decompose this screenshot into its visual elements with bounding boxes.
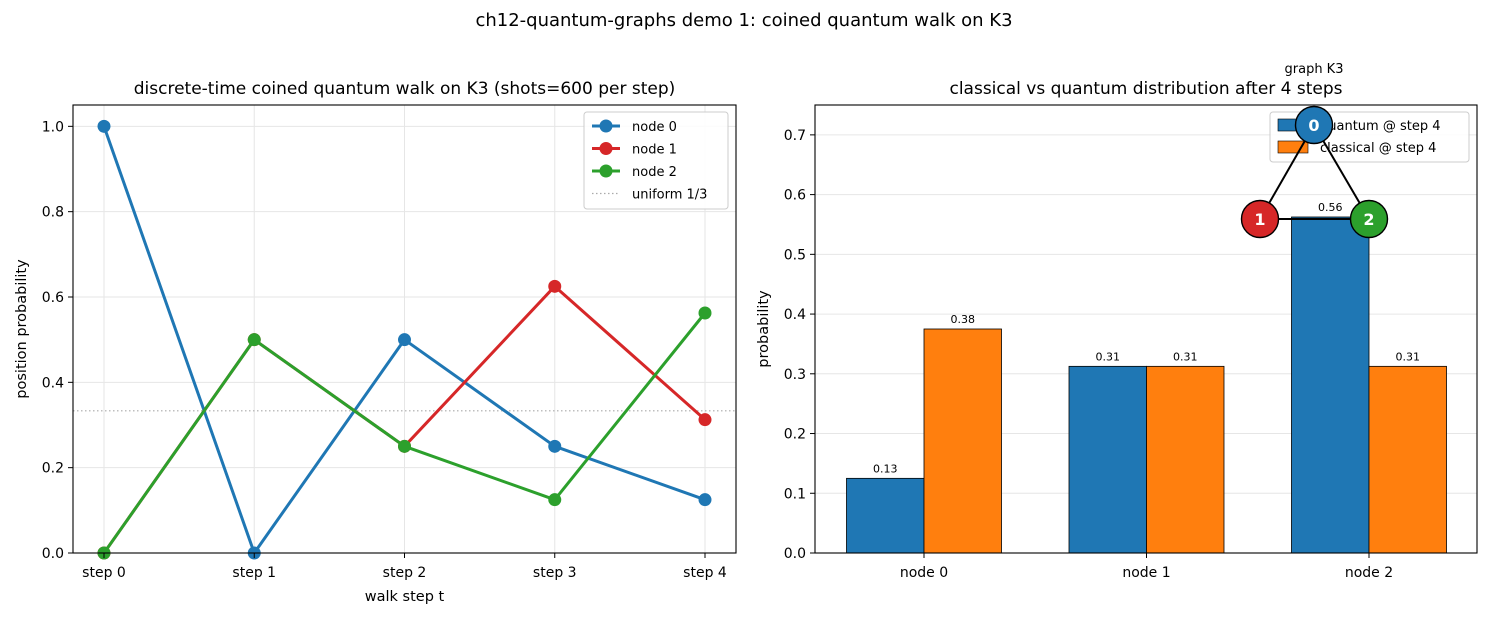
y-tick-label: 0.3 [784,367,806,383]
x-tick-label: step 2 [383,565,427,581]
legend-swatch-marker [599,164,613,178]
graph-inset-title: graph K3 [1285,62,1344,77]
y-tick-label: 1.0 [42,119,64,135]
bar-chart-x-ticks: node 0 node 1 node 2 [900,553,1393,581]
x-tick-label: node 0 [900,565,948,581]
line-chart-y-ticks: 0.0 0.2 0.4 0.6 0.8 1.0 [42,119,73,562]
legend-swatch-marker [599,142,613,155]
bar-data-label: 0.31 [1173,350,1198,363]
bar-quantum [846,477,925,554]
graph-node-label: 2 [1363,210,1374,229]
k3-graph-inset: graph K3 0 1 2 [1240,62,1389,239]
legend-label: uniform 1/3 [632,188,707,203]
bar-data-label: 0.13 [873,462,898,475]
graph-nodes: 0 1 2 [1240,105,1389,239]
bar-chart-y-label: probability [756,290,772,368]
graph-node-label: 0 [1308,116,1319,135]
y-tick-label: 0.4 [42,375,64,391]
y-tick-label: 0.1 [784,486,806,502]
series-point [698,493,712,507]
legend-label: quantum @ step 4 [1320,119,1441,134]
line-chart-panel: discrete-time coined quantum walk on K3 … [14,79,737,605]
x-tick-label: step 1 [232,565,276,581]
legend-swatch-marker [599,119,613,133]
series-point [398,439,411,453]
y-tick-label: 0.7 [784,128,806,144]
series-point [698,413,712,427]
bar-quantum [1068,365,1147,554]
series-point [247,333,261,347]
line-chart-x-ticks: step 0 step 1 step 2 step 3 step 4 [82,553,727,581]
bar-chart-data-labels: 0.13 0.31 0.56 0.38 0.31 0.31 [873,201,1420,475]
line-chart-series [97,119,712,560]
bar-classical [923,328,1002,554]
bar-data-label: 0.38 [951,313,976,326]
bar-chart-y-ticks: 0.0 0.1 0.2 0.3 0.4 0.5 0.6 0.7 [784,128,815,562]
y-tick-label: 0.0 [42,546,64,562]
line-chart-x-label: walk step t [365,589,445,605]
bar-quantum [1291,216,1370,554]
y-tick-label: 0.6 [784,188,806,204]
bar-chart-title: classical vs quantum distribution after … [949,79,1342,99]
y-tick-label: 0.6 [42,290,64,306]
y-tick-label: 0.4 [784,307,806,323]
series-point [548,493,562,507]
line-chart-legend: node 0 node 1 node 2 uniform 1/3 [583,111,729,210]
x-tick-label: node 1 [1122,565,1170,581]
graph-node-label: 1 [1254,210,1265,229]
graph-node-0 [1294,105,1334,145]
x-tick-label: step 3 [533,565,577,581]
bar-data-label: 0.56 [1318,201,1343,214]
bar-data-label: 0.31 [1396,350,1421,363]
series-node-2 [97,306,712,560]
legend-label: node 0 [632,120,677,135]
line-chart-title: discrete-time coined quantum walk on K3 … [134,79,676,99]
graph-node-1 [1240,199,1280,239]
y-tick-label: 0.2 [42,461,64,477]
bar-chart-panel: classical vs quantum distribution after … [756,79,1478,581]
y-tick-label: 0.5 [784,247,806,263]
y-tick-label: 0.2 [784,427,806,443]
line-chart-y-label: position probability [14,259,30,399]
x-tick-label: step 0 [82,565,126,581]
legend-box [583,111,729,210]
bar-chart-bars [846,216,1447,554]
legend-label: classical @ step 4 [1320,141,1436,156]
figure-suptitle: ch12-quantum-graphs demo 1: coined quant… [475,10,1012,31]
series-point [548,279,562,293]
legend-label: node 2 [632,165,677,180]
bar-classical [1368,365,1447,554]
series-point [398,333,411,347]
bar-data-label: 0.31 [1096,350,1121,363]
series-point [698,306,712,320]
x-tick-label: node 2 [1345,565,1393,581]
graph-node-2 [1349,199,1389,239]
series-point [548,439,562,453]
bar-classical [1146,365,1225,554]
series-point [97,119,111,133]
legend-label: node 1 [632,143,677,158]
y-tick-label: 0.0 [784,546,806,562]
y-tick-label: 0.8 [42,205,64,221]
x-tick-label: step 4 [683,565,727,581]
